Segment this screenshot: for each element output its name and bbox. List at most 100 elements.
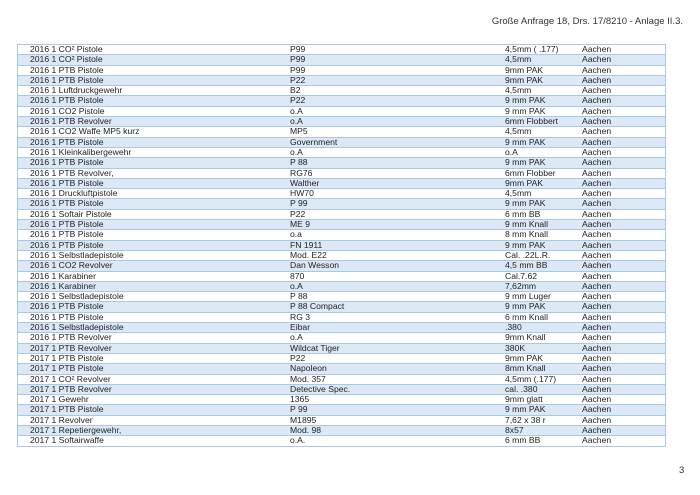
- table-row: 2017 1 PTB Pistole Napoleon 8mm Knall Aache…: [18, 363, 665, 375]
- table-row: 2016 1 PTB Pistole P99 9mm PAK Aachen: [18, 65, 665, 76]
- model-cell: Dan Wesson: [290, 260, 340, 271]
- description-cell: 2016 1 PTB Pistole: [30, 136, 104, 147]
- description-cell: 2016 1 PTB Pistole: [30, 198, 104, 209]
- model-cell: Napoleon: [290, 363, 327, 374]
- description-cell: 2017 1 PTB Revolver: [30, 383, 112, 394]
- city-cell: Aachen: [582, 404, 612, 415]
- caliber-cell: 9mm glatt: [505, 394, 543, 405]
- caliber-cell: 4,5mm: [505, 126, 532, 137]
- caliber-cell: 9 mm PAK: [505, 404, 546, 415]
- table-row: 2016 1 Kleinkalibergewehr o.A o.A Aachen: [18, 146, 665, 159]
- table-row: 2017 1 Revolver M1895 7,62 x 38 r Aachen: [18, 414, 665, 426]
- caliber-cell: cal. .380: [505, 383, 538, 394]
- description-cell: 2016 1 PTB Pistole: [30, 177, 104, 188]
- caliber-cell: 6mm Flobber: [505, 167, 556, 178]
- table-row: 2017 1 Gewehr 1365 9mm glatt Aachen: [18, 394, 665, 406]
- model-cell: P 88: [290, 291, 308, 302]
- description-cell: 2016 1 Kleinkalibergewehr: [30, 146, 132, 157]
- table-row: 2016 1 PTB Pistole P 88 9 mm PAK Aachen: [18, 157, 665, 169]
- city-cell: Aachen: [582, 424, 612, 435]
- description-cell: 2016 1 Selbstladepistole: [30, 291, 124, 302]
- description-cell: 2016 1 CO² Pistole: [30, 54, 103, 65]
- table-row: 2016 1 PTB Pistole Walther 9mm PAK Aachen: [18, 177, 665, 190]
- caliber-cell: 4,5mm: [505, 85, 532, 96]
- caliber-cell: 9 mm PAK: [505, 301, 546, 312]
- city-cell: Aachen: [582, 188, 612, 199]
- model-cell: 1365: [290, 394, 310, 405]
- model-cell: P 88: [290, 157, 308, 168]
- caliber-cell: Cal.7.62: [505, 270, 538, 281]
- city-cell: Aachen: [582, 136, 612, 147]
- model-cell: Detective Spec.: [290, 383, 351, 394]
- table-row: 2016 1 CO2 Revolver Dan Wesson 4,5 mm BB Aa…: [18, 260, 665, 272]
- description-cell: 2017 1 PTB Pistole: [30, 404, 104, 415]
- caliber-cell: 8mm Knall: [505, 363, 546, 374]
- table-row: 2016 1 PTB Pistole P 99 9 mm PAK Aachen: [18, 198, 665, 210]
- city-cell: Aachen: [582, 74, 612, 85]
- table-row: 2016 1 CO² Pistole P99 4,5mm ( .177) Aachen: [18, 44, 665, 56]
- model-cell: o.A: [290, 146, 303, 157]
- description-cell: 2017 1 PTB Pistole: [30, 352, 104, 363]
- model-cell: Government: [290, 136, 338, 147]
- table-row: 2016 1 Druckluftpistole HW70 4,5mm Aachen: [18, 188, 665, 200]
- description-cell: 2016 1 CO² Pistole: [30, 44, 103, 54]
- caliber-cell: 380K: [505, 342, 526, 353]
- description-cell: 2016 1 Softair Pistole: [30, 208, 112, 219]
- caliber-cell: 4,5mm ( .177): [505, 44, 559, 54]
- description-cell: 2016 1 PTB Pistole: [30, 74, 104, 85]
- caliber-cell: 4,5mm (.177): [505, 373, 557, 384]
- table-row: 2016 1 PTB Revolver o.A 9mm Knall Aachen: [18, 332, 665, 344]
- city-cell: Aachen: [582, 414, 612, 425]
- description-cell: 2016 1 PTB Pistole: [30, 157, 104, 168]
- model-cell: HW70: [290, 188, 314, 199]
- table-row: 2016 1 Softair Pistole P22 6 mm BB Aachen: [18, 208, 665, 221]
- caliber-cell: 6 mm Knall: [505, 311, 548, 322]
- description-cell: 2017 1 Gewehr: [30, 394, 89, 405]
- model-cell: Mod. E22: [290, 249, 327, 260]
- page-number: 3: [679, 465, 685, 476]
- model-cell: Mod. 98: [290, 424, 322, 435]
- city-cell: Aachen: [582, 301, 612, 312]
- description-cell: 2016 1 PTB Revolver: [30, 116, 112, 127]
- caliber-cell: 9 mm PAK: [505, 95, 546, 106]
- city-cell: Aachen: [582, 394, 612, 405]
- caliber-cell: .380: [505, 322, 522, 333]
- caliber-cell: 9mm PAK: [505, 74, 544, 85]
- table-row: 2017 1 PTB Revolver Wildcat Tiger 380K Aach…: [18, 342, 665, 354]
- description-cell: 2016 1 Luftdruckgewehr: [30, 85, 123, 96]
- description-cell: 2016 1 Karabiner: [30, 270, 96, 281]
- model-cell: P 99: [290, 404, 308, 415]
- city-cell: Aachen: [582, 85, 612, 96]
- model-cell: P22: [290, 208, 306, 219]
- table-row: 2016 1 Selbstladepistole Mod. E22 Cal. .22…: [18, 249, 665, 262]
- table-row: 2017 1 CO² Revolver Mod. 357 4,5mm (.177) A…: [18, 373, 665, 385]
- city-cell: Aachen: [582, 322, 612, 333]
- city-cell: Aachen: [582, 54, 612, 65]
- city-cell: Aachen: [582, 146, 612, 157]
- description-cell: 2016 1 Druckluftpistole: [30, 188, 118, 199]
- caliber-cell: 9 mm Luger: [505, 291, 551, 302]
- caliber-cell: 9 mm Knall: [505, 219, 548, 230]
- table-row: 2016 1 PTB Pistole P 88 Compact 9 mm PAK Aa…: [18, 301, 665, 313]
- model-cell: B2: [290, 85, 301, 96]
- table-row: 2017 1 PTB Revolver Detective Spec. cal. .…: [18, 383, 665, 396]
- description-cell: 2017 1 PTB Pistole: [30, 363, 104, 374]
- description-cell: 2016 1 PTB Pistole: [30, 239, 104, 250]
- caliber-cell: 6 mm BB: [505, 208, 541, 219]
- city-cell: Aachen: [582, 105, 612, 116]
- caliber-cell: 9 mm PAK: [505, 105, 546, 116]
- model-cell: o.A: [290, 280, 303, 291]
- table-row: 2017 1 PTB Pistole P22 9mm PAK Aachen: [18, 352, 665, 365]
- description-cell: 2016 1 PTB Revolver,: [30, 167, 114, 178]
- table-row: 2017 1 Repetiergewehr, Mod. 98 8x57 Aachen: [18, 424, 665, 437]
- caliber-cell: 9 mm PAK: [505, 136, 546, 147]
- model-cell: P99: [290, 54, 306, 65]
- caliber-cell: 4,5 mm BB: [505, 260, 548, 271]
- document-header: Große Anfrage 18, Drs. 17/8210 - Anlage …: [491, 16, 683, 27]
- city-cell: Aachen: [582, 198, 612, 209]
- caliber-cell: 9 mm PAK: [505, 239, 546, 250]
- model-cell: Mod. 357: [290, 373, 326, 384]
- caliber-cell: 4,5mm: [505, 188, 532, 199]
- table-row: 2016 1 Selbstladepistole Eibar .380 Aachen: [18, 322, 665, 334]
- model-cell: ME 9: [290, 219, 311, 230]
